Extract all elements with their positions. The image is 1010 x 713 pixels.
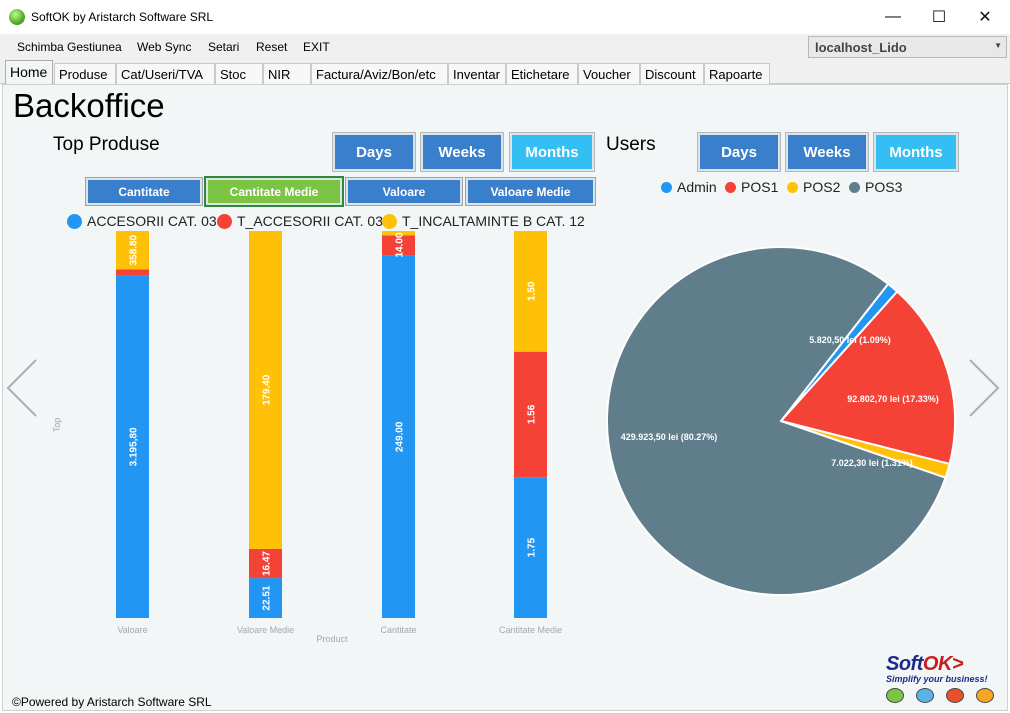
users-weeks-button[interactable]: Weeks — [785, 132, 869, 172]
chevron-right-icon[interactable] — [968, 358, 1000, 418]
app-icon — [9, 9, 25, 25]
users-days-button[interactable]: Days — [697, 132, 781, 172]
pie-legend-item: POS2 — [787, 179, 840, 195]
tab-home[interactable]: Home — [5, 60, 53, 85]
legend-label: T_INCALTAMINTE B CAT. 12 — [402, 213, 585, 229]
tab-factura[interactable]: Factura/Aviz/Bon/etc — [311, 63, 448, 84]
legend-dot-icon — [661, 181, 672, 193]
softok-logo: SoftOK> Simplify your business! — [886, 653, 994, 703]
users-months-button[interactable]: Months — [873, 132, 959, 172]
chevron-down-icon: ▼ — [994, 41, 1002, 50]
top-produse-title: Top Produse — [53, 134, 160, 155]
pie-legend-item: POS3 — [849, 179, 902, 195]
legend-dot-icon — [725, 181, 736, 193]
bar-legend-item: T_INCALTAMINTE B CAT. 12 — [382, 213, 585, 229]
title-bar: SoftOK by Aristarch Software SRL — ☐ ✕ — [0, 0, 1010, 34]
tab-inventar[interactable]: Inventar — [448, 63, 506, 84]
page-title: Backoffice — [13, 87, 165, 124]
logo-icons — [886, 688, 994, 703]
metric-valoare-medie-button[interactable]: Valoare Medie — [465, 177, 596, 206]
tab-stoc[interactable]: Stoc — [215, 63, 263, 84]
tab-etichetare[interactable]: Etichetare — [506, 63, 578, 84]
legend-dot-icon — [382, 213, 397, 229]
metric-valoare-button[interactable]: Valoare — [345, 177, 463, 206]
server-select[interactable]: localhost_Lido ▼ — [808, 36, 1007, 58]
tab-nir[interactable]: NIR — [263, 63, 311, 84]
legend-label: ACCESORII CAT. 03 — [87, 213, 217, 229]
cloud-icon — [916, 688, 934, 703]
legend-dot-icon — [67, 213, 82, 229]
metric-cantitate-button[interactable]: Cantitate — [85, 177, 203, 206]
tab-rapoarte[interactable]: Rapoarte — [704, 63, 770, 84]
legend-label: POS1 — [741, 179, 779, 195]
legend-label: T_ACCESORII CAT. 03 — [237, 213, 384, 229]
legend-dot-icon — [217, 213, 232, 229]
logo-tagline: Simplify your business! — [886, 674, 988, 684]
calendar-icon — [976, 688, 994, 703]
menu-reset[interactable]: Reset — [256, 40, 288, 54]
maximize-button[interactable]: ☐ — [931, 9, 947, 26]
truck-icon — [946, 688, 964, 703]
minimize-button[interactable]: — — [885, 8, 901, 25]
tab-discount[interactable]: Discount — [640, 63, 704, 84]
legend-dot-icon — [849, 181, 860, 193]
server-select-value: localhost_Lido — [815, 40, 907, 55]
bar-legend-item: ACCESORII CAT. 03 — [67, 213, 217, 229]
chart-icon — [886, 688, 904, 703]
legend-dot-icon — [787, 181, 798, 193]
tab-produse[interactable]: Produse — [54, 63, 116, 84]
menu-exit[interactable]: EXIT — [303, 40, 330, 54]
metric-cantitate-medie-button[interactable]: Cantitate Medie — [204, 176, 344, 207]
users-title: Users — [606, 134, 656, 155]
top-produse-months-button[interactable]: Months — [509, 132, 595, 172]
window-title: SoftOK by Aristarch Software SRL — [31, 10, 214, 24]
menu-web-sync[interactable]: Web Sync — [137, 40, 192, 54]
tab-cat-useri-tva[interactable]: Cat/Useri/TVA — [116, 63, 215, 84]
bar-legend-item: T_ACCESORII CAT. 03 — [217, 213, 383, 229]
pie-legend-item: Admin — [661, 179, 717, 195]
chevron-left-icon[interactable] — [6, 358, 38, 418]
logo-brand-ok: OK> — [922, 653, 964, 675]
legend-label: Admin — [677, 179, 717, 195]
legend-label: POS3 — [865, 179, 903, 195]
legend-label: POS2 — [803, 179, 841, 195]
tab-voucher[interactable]: Voucher — [578, 63, 640, 84]
menu-setari[interactable]: Setari — [208, 40, 240, 54]
footer-credit: ©Powered by Aristarch Software SRL — [12, 695, 212, 709]
tab-bar: Home Produse Cat/Useri/TVA Stoc NIR Fact… — [0, 60, 1010, 85]
pie-legend-item: POS1 — [725, 179, 778, 195]
top-produse-weeks-button[interactable]: Weeks — [420, 132, 504, 172]
menu-schimba-gestiunea[interactable]: Schimba Gestiunea — [17, 40, 122, 54]
top-produse-days-button[interactable]: Days — [332, 132, 416, 172]
logo-brand: Soft — [886, 653, 923, 675]
close-button[interactable]: ✕ — [978, 9, 992, 26]
